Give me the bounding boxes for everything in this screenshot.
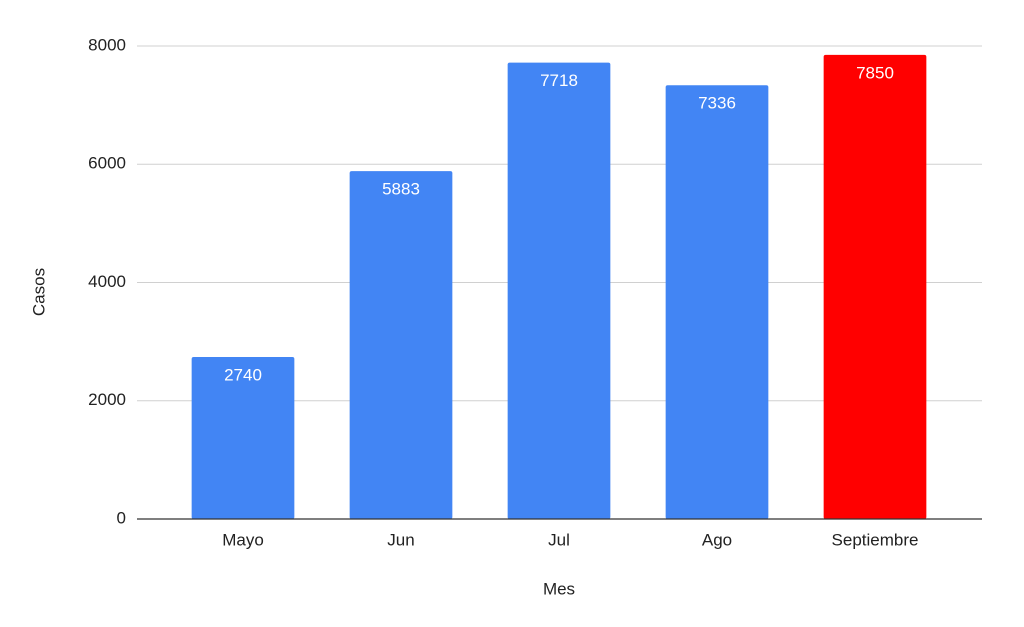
data-label: 7850 (856, 63, 894, 82)
x-tick-label: Septiembre (832, 530, 919, 549)
x-tick-label: Mayo (222, 530, 264, 549)
data-label: 2740 (224, 365, 262, 384)
y-axis-title: Casos (29, 268, 48, 316)
x-tick-label: Jul (548, 530, 570, 549)
data-label: 7718 (540, 71, 578, 90)
x-axis-title: Mes (543, 579, 575, 598)
data-label: 5883 (382, 180, 420, 199)
x-tick-label: Jun (387, 530, 414, 549)
bar (349, 171, 453, 520)
bar (507, 62, 611, 519)
y-tick-label: 4000 (88, 272, 126, 291)
x-tick-label: Ago (702, 530, 732, 549)
y-tick-label: 8000 (88, 35, 126, 54)
y-tick-label: 0 (117, 508, 126, 527)
bar (191, 356, 295, 519)
data-label: 7336 (698, 94, 736, 113)
bar (665, 85, 769, 519)
y-tick-label: 6000 (88, 154, 126, 173)
bar (823, 54, 927, 520)
y-tick-label: 2000 (88, 390, 126, 409)
